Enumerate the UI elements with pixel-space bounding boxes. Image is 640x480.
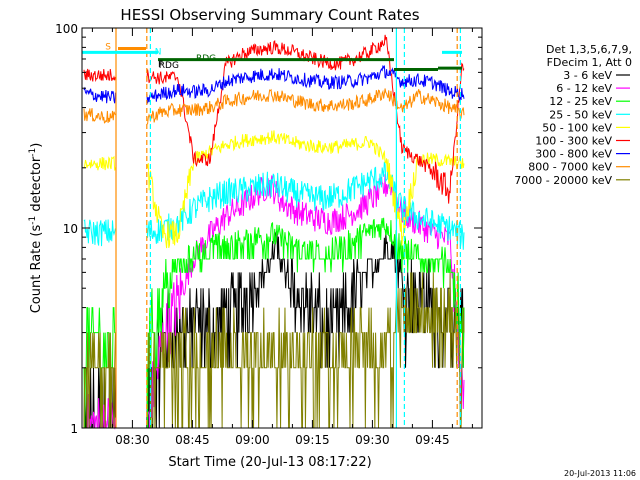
legend-label-5: 50 - 100 keV <box>542 121 612 134</box>
series-5 <box>83 130 465 249</box>
y-axis-label-part2: detector <box>29 156 44 216</box>
legend-item-7: 300 - 800 keV <box>535 148 630 161</box>
axis-layer: 08:30 08:45 09:00 09:15 09:30 09:45 1 10 100 <box>55 22 482 447</box>
y-tick-label-2: 10 <box>63 222 78 236</box>
legend-label-3: 12 - 25 keV <box>549 95 612 108</box>
x-tick-label-6: 09:45 <box>415 433 450 447</box>
legend-item-8: 800 - 7000 keV <box>528 161 630 174</box>
y-axis-label-sup1: -1 <box>28 216 38 225</box>
y-axis-label: Count Rate (s-1 detector-1) <box>28 143 44 314</box>
series-line-4 <box>83 161 465 250</box>
x-axis-label: Start Time (20-Jul-13 08:17:22) <box>168 455 371 470</box>
status-label-1: S <box>105 43 111 53</box>
status-label-4: RDG <box>159 61 179 71</box>
legend-header-line2: FDecim 1, Att 0 <box>547 56 632 69</box>
y-tick-label-3: 100 <box>55 22 78 36</box>
legend-label-7: 300 - 800 keV <box>535 148 612 161</box>
x-tick-label-2: 08:45 <box>175 433 210 447</box>
legend-item-6: 100 - 300 keV <box>535 135 630 148</box>
series-line-5 <box>83 130 465 249</box>
chart-title: HESSI Observing Summary Count Rates <box>120 6 419 24</box>
status-label-2: N <box>155 48 162 58</box>
x-tick-label-1: 08:30 <box>115 433 150 447</box>
y-axis-label-sup2: -1 <box>28 148 38 157</box>
legend-item-3: 12 - 25 keV <box>549 95 630 108</box>
series-7 <box>83 64 465 104</box>
legend: Det 1,3,5,6,7,9, FDecim 1, Att 0 3 - 6 k… <box>514 43 632 187</box>
legend-item-4: 25 - 50 keV <box>549 108 630 121</box>
legend-label-1: 3 - 6 keV <box>563 69 612 82</box>
series-8 <box>83 88 465 125</box>
y-tick-label-1: 1 <box>70 422 78 436</box>
series-line-8 <box>83 88 465 125</box>
legend-label-2: 6 - 12 keV <box>556 82 612 95</box>
x-tick-label-4: 09:15 <box>295 433 330 447</box>
legend-item-1: 3 - 6 keV <box>563 69 630 82</box>
legend-label-4: 25 - 50 keV <box>549 108 612 121</box>
timestamp: 20-Jul-2013 11:06 <box>564 469 636 478</box>
series-line-7 <box>83 64 465 104</box>
legend-header-line1: Det 1,3,5,6,7,9, <box>546 43 632 56</box>
status-label-3: F <box>158 60 163 70</box>
x-tick-label-3: 09:00 <box>235 433 270 447</box>
status-label-5: RDG <box>196 54 216 64</box>
x-tick-label-5: 09:30 <box>355 433 390 447</box>
legend-item-5: 50 - 100 keV <box>542 121 630 134</box>
y-axis-label-part1: Count Rate (s <box>29 225 44 314</box>
legend-label-6: 100 - 300 keV <box>535 135 612 148</box>
legend-item-2: 6 - 12 keV <box>556 82 630 95</box>
y-axis-label-part3: ) <box>29 143 44 148</box>
legend-item-9: 7000 - 20000 keV <box>514 174 630 187</box>
legend-label-8: 800 - 7000 keV <box>528 161 612 174</box>
series-4 <box>83 161 465 250</box>
legend-label-9: 7000 - 20000 keV <box>514 174 612 187</box>
